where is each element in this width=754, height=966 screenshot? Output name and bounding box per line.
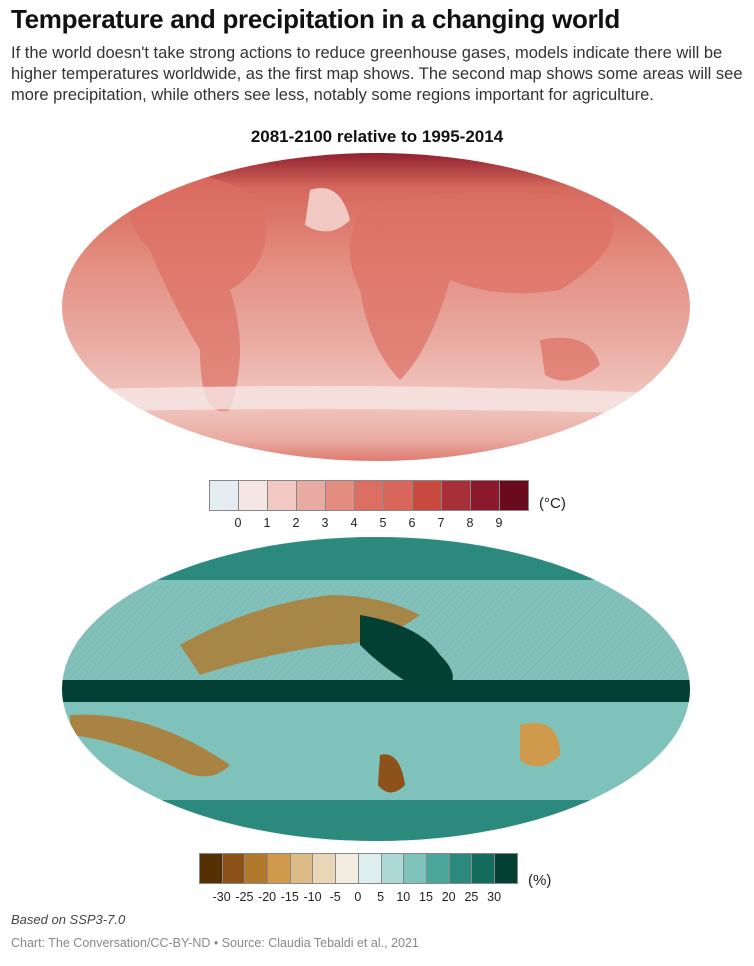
precipitation-legend	[199, 853, 518, 884]
temperature-legend-swatch	[239, 480, 268, 511]
chart-credit: Chart: The Conversation/CC-BY-ND • Sourc…	[11, 936, 419, 950]
temperature-legend-tick: 6	[408, 516, 416, 530]
precipitation-legend-swatch	[268, 853, 291, 884]
precipitation-legend-tick: -30	[212, 890, 231, 904]
temperature-legend-tick: 9	[495, 516, 503, 530]
precipitation-legend-tick: 15	[419, 890, 433, 904]
temperature-legend-swatch	[471, 480, 500, 511]
temperature-legend-swatch	[384, 480, 413, 511]
page-title: Temperature and precipitation in a chang…	[11, 4, 620, 34]
precipitation-legend-swatch	[290, 853, 314, 884]
precipitation-legend-tick: 20	[441, 890, 456, 904]
precipitation-legend-swatch	[199, 853, 223, 884]
precipitation-legend-tick: -25	[235, 890, 254, 904]
precipitation-unit: (%)	[528, 872, 552, 889]
temperature-legend-swatch	[413, 480, 442, 511]
precipitation-legend-swatch	[336, 853, 359, 884]
temperature-legend-swatch	[500, 480, 529, 511]
precipitation-legend-swatch	[404, 853, 427, 884]
temperature-legend-tick: 3	[321, 516, 329, 530]
precipitation-legend-swatch	[313, 853, 337, 884]
precipitation-legend-tick: -10	[303, 890, 322, 904]
temperature-legend-tick: 2	[292, 516, 300, 530]
temperature-legend-swatch	[297, 480, 326, 511]
temperature-legend-tick: 5	[379, 516, 387, 530]
equatorial-pacific-wetting	[62, 680, 690, 702]
precipitation-legend-swatch	[358, 853, 382, 884]
south-pacific-drying	[70, 714, 230, 777]
temperature-legend-tick: 1	[263, 516, 271, 530]
precipitation-map	[62, 537, 690, 841]
precipitation-legend-swatch	[222, 853, 246, 884]
temperature-legend-swatch	[355, 480, 384, 511]
precipitation-legend-tick: -20	[258, 890, 277, 904]
precipitation-legend-tick: 10	[396, 890, 411, 904]
temperature-legend-swatch	[326, 480, 355, 511]
scenario-note: Based on SSP3-7.0	[11, 912, 126, 927]
precipitation-legend-swatch	[245, 853, 269, 884]
precipitation-legend-swatch	[381, 853, 405, 884]
north-atlantic-warming-hole	[305, 188, 350, 232]
precipitation-legend-swatch	[449, 853, 473, 884]
australia-landmass	[540, 337, 600, 381]
southern-ocean-band	[62, 386, 690, 415]
temperature-map	[62, 153, 690, 461]
temperature-legend-tick: 0	[234, 516, 242, 530]
precipitation-legend-tick: 30	[487, 890, 502, 904]
temperature-legend-tick: 7	[437, 516, 445, 530]
south-asia-wetting	[360, 615, 453, 695]
temperature-legend-swatch	[209, 480, 239, 511]
precipitation-legend-tick: -15	[280, 890, 299, 904]
australia-drying	[520, 723, 560, 767]
page-subtitle: If the world doesn't take strong actions…	[11, 44, 743, 104]
eurasia-africa-landmass	[350, 192, 614, 380]
temperature-unit: (°C)	[539, 495, 566, 512]
temperature-legend-tick: 8	[466, 516, 474, 530]
precipitation-legend-tick: 25	[464, 890, 479, 904]
temperature-legend	[209, 480, 529, 511]
map-title: 2081-2100 relative to 1995-2014	[250, 127, 504, 146]
precipitation-legend-swatch	[472, 853, 495, 884]
arctic-wetting	[62, 537, 690, 580]
americas-landmass	[127, 173, 266, 412]
precipitation-legend-tick: 5	[377, 890, 385, 904]
temperature-legend-tick: 4	[350, 516, 358, 530]
southern-africa-drying	[378, 754, 405, 793]
temperature-legend-swatch	[268, 480, 297, 511]
precipitation-legend-swatch	[426, 853, 450, 884]
precipitation-legend-tick: 0	[354, 890, 362, 904]
precipitation-legend-swatch	[494, 853, 518, 884]
antarctic-wetting	[62, 800, 690, 841]
precipitation-legend-tick: -5	[329, 890, 341, 904]
temperature-legend-swatch	[442, 480, 471, 511]
